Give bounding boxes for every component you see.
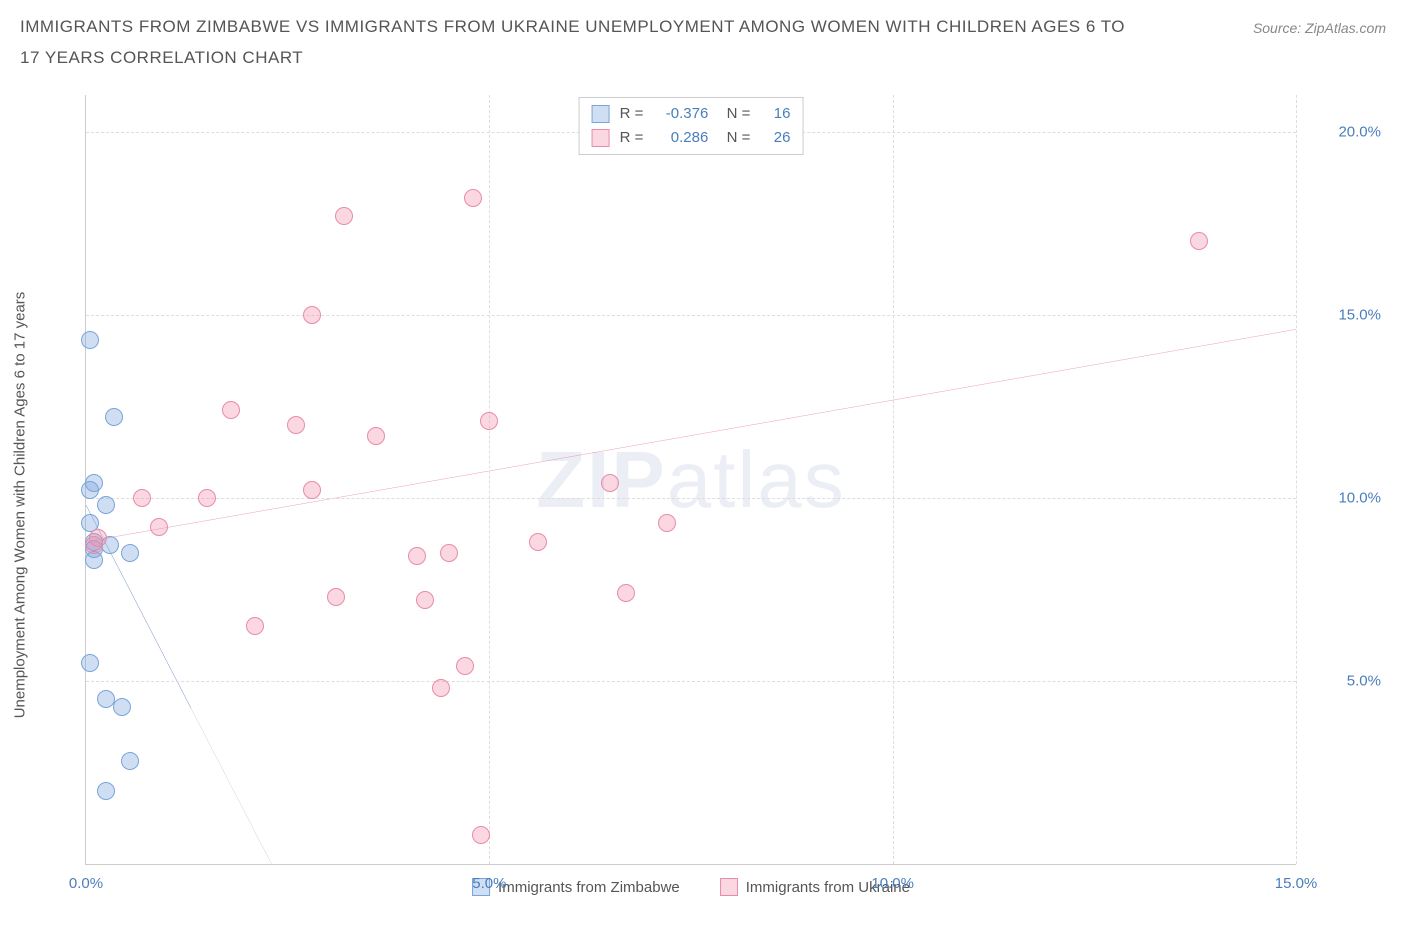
scatter-point — [81, 331, 99, 349]
scatter-point — [617, 584, 635, 602]
r-value-zimbabwe: -0.376 — [653, 102, 708, 126]
scatter-point — [287, 416, 305, 434]
n-value-zimbabwe: 16 — [760, 102, 790, 126]
scatter-point — [105, 408, 123, 426]
scatter-point — [335, 207, 353, 225]
legend-swatch-icon — [720, 878, 738, 896]
scatter-point — [150, 518, 168, 536]
x-tick-label: 15.0% — [1275, 875, 1318, 892]
scatter-point — [440, 544, 458, 562]
scatter-point — [133, 489, 151, 507]
gridline-h — [86, 681, 1296, 682]
x-tick-label: 5.0% — [472, 875, 506, 892]
chart-container: Unemployment Among Women with Children A… — [50, 95, 1391, 915]
scatter-point — [327, 588, 345, 606]
scatter-point — [198, 489, 216, 507]
scatter-point — [246, 617, 264, 635]
scatter-point — [303, 481, 321, 499]
chart-header: IMMIGRANTS FROM ZIMBABWE VS IMMIGRANTS F… — [0, 0, 1406, 81]
x-tick-label: 10.0% — [871, 875, 914, 892]
y-tick-label: 15.0% — [1306, 306, 1381, 323]
gridline-h — [86, 498, 1296, 499]
scatter-point — [601, 474, 619, 492]
scatter-point — [113, 698, 131, 716]
scatter-point — [121, 544, 139, 562]
scatter-point — [416, 591, 434, 609]
gridline-v — [893, 95, 894, 864]
scatter-point — [81, 481, 99, 499]
legend-label-zimbabwe: Immigrants from Zimbabwe — [498, 879, 680, 896]
scatter-point — [121, 752, 139, 770]
scatter-point — [303, 306, 321, 324]
y-tick-label: 20.0% — [1306, 123, 1381, 140]
scatter-point — [658, 514, 676, 532]
scatter-point — [97, 496, 115, 514]
gridline-v — [1296, 95, 1297, 864]
scatter-point — [81, 654, 99, 672]
scatter-point — [432, 679, 450, 697]
legend-row-zimbabwe: R = -0.376 N = 16 — [592, 102, 791, 126]
scatter-point — [97, 782, 115, 800]
legend-row-ukraine: R = 0.286 N = 26 — [592, 126, 791, 150]
scatter-point — [1190, 232, 1208, 250]
trend-lines — [86, 95, 1296, 864]
scatter-point — [529, 533, 547, 551]
y-tick-label: 5.0% — [1306, 672, 1381, 689]
scatter-point — [480, 412, 498, 430]
chart-source: Source: ZipAtlas.com — [1253, 20, 1386, 36]
gridline-h — [86, 315, 1296, 316]
scatter-point — [472, 826, 490, 844]
correlation-legend: R = -0.376 N = 16 R = 0.286 N = 26 — [579, 97, 804, 155]
r-value-ukraine: 0.286 — [653, 126, 708, 150]
gridline-v — [489, 95, 490, 864]
series-legend: Immigrants from Zimbabwe Immigrants from… — [472, 878, 910, 896]
legend-swatch-ukraine — [592, 129, 610, 147]
scatter-point — [456, 657, 474, 675]
n-value-ukraine: 26 — [760, 126, 790, 150]
x-tick-label: 0.0% — [69, 875, 103, 892]
scatter-point — [89, 529, 107, 547]
y-axis-label: Unemployment Among Women with Children A… — [12, 292, 29, 719]
plot-area: ZIPatlas R = -0.376 N = 16 R = 0.286 N =… — [85, 95, 1296, 865]
legend-swatch-zimbabwe — [592, 105, 610, 123]
scatter-point — [408, 547, 426, 565]
scatter-point — [222, 401, 240, 419]
y-tick-label: 10.0% — [1306, 489, 1381, 506]
chart-title: IMMIGRANTS FROM ZIMBABWE VS IMMIGRANTS F… — [20, 12, 1140, 73]
scatter-point — [367, 427, 385, 445]
scatter-point — [464, 189, 482, 207]
watermark: ZIPatlas — [536, 434, 845, 526]
